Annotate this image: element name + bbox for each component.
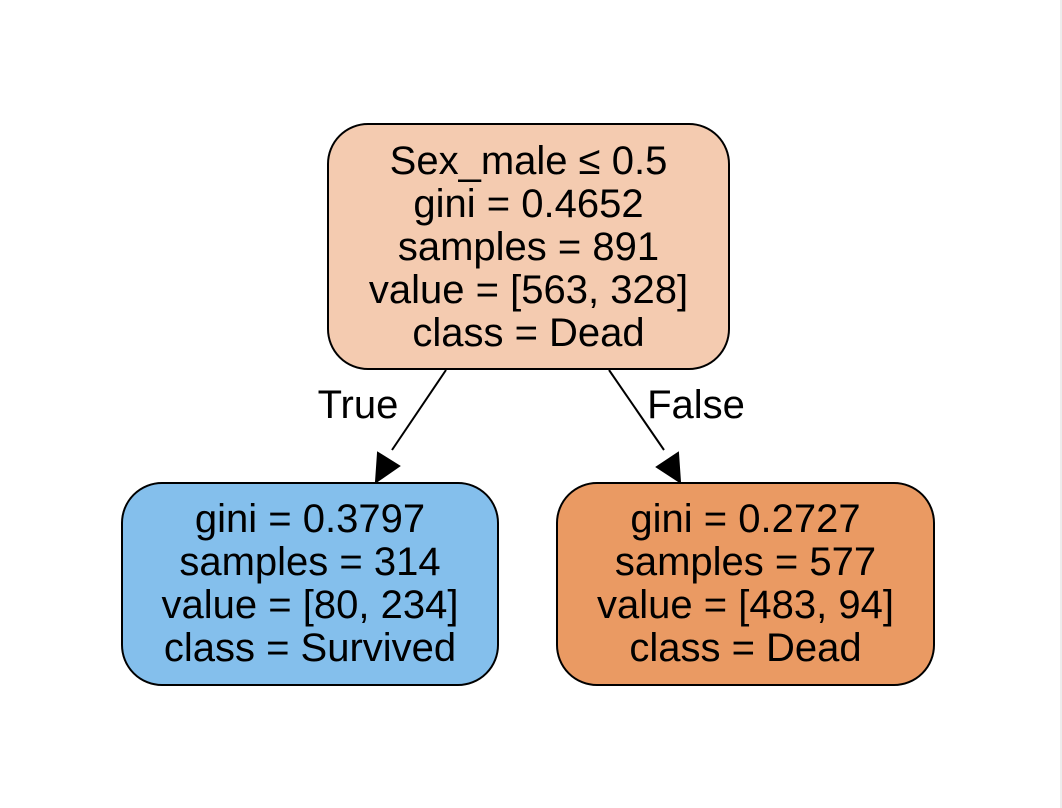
- left-leaf-gini: gini = 0.3797: [195, 497, 425, 541]
- root-node-class: class = Dead: [412, 311, 644, 355]
- page-edge-divider: [1060, 0, 1062, 808]
- right-leaf-samples: samples = 577: [615, 540, 876, 584]
- root-node-gini: gini = 0.4652: [413, 182, 643, 226]
- true-edge-arrowhead: [374, 451, 401, 485]
- left-leaf-class: class = Survived: [164, 626, 456, 670]
- false-edge-label: False: [647, 383, 745, 427]
- root-node-box: [327, 123, 730, 370]
- left-leaf-node-box: [121, 482, 499, 686]
- false-edge-line: [608, 369, 665, 451]
- left-leaf-value: value = [80, 234]: [162, 583, 459, 627]
- root-node-samples: samples = 891: [398, 225, 659, 269]
- false-edge: False: [608, 369, 745, 484]
- root-node-value: value = [563, 328]: [369, 268, 688, 312]
- right-leaf-value: value = [483, 94]: [597, 583, 894, 627]
- left-leaf-node: gini = 0.3797 samples = 314 value = [80,…: [121, 482, 499, 686]
- left-leaf-samples: samples = 314: [179, 540, 440, 584]
- true-edge-label: True: [318, 383, 399, 427]
- true-edge-line: [391, 369, 447, 451]
- right-leaf-gini: gini = 0.2727: [630, 497, 860, 541]
- right-leaf-node: gini = 0.2727 samples = 577 value = [483…: [556, 482, 935, 686]
- true-edge: True: [318, 369, 447, 485]
- false-edge-arrowhead: [655, 451, 682, 484]
- root-node: Sex_male ≤ 0.5 gini = 0.4652 samples = 8…: [327, 123, 730, 370]
- root-node-split-rule: Sex_male ≤ 0.5: [390, 139, 668, 183]
- right-leaf-class: class = Dead: [629, 626, 861, 670]
- right-leaf-node-box: [556, 482, 935, 686]
